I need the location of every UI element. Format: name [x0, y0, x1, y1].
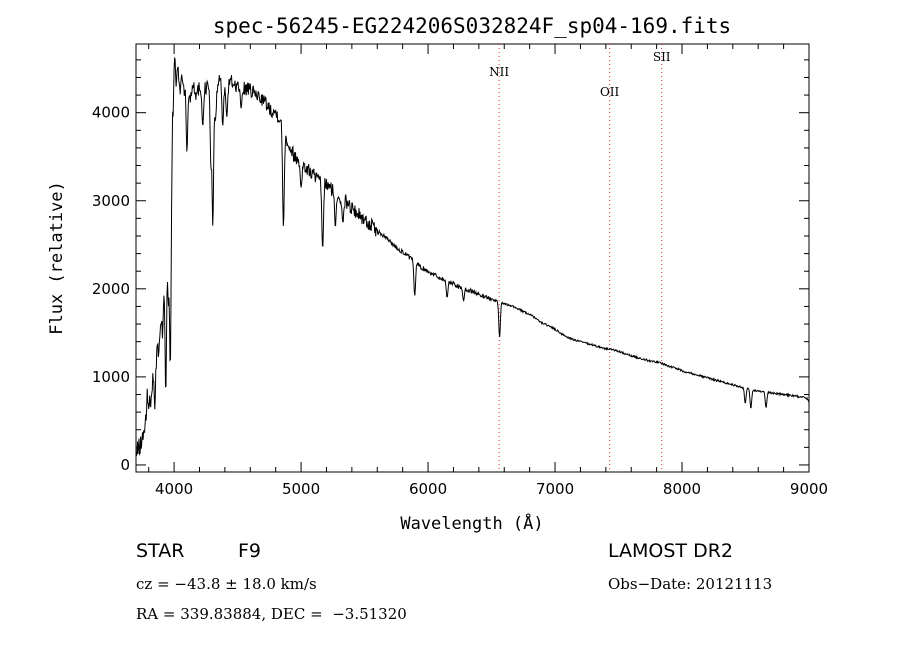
observation-date: Obs−Date: 20121113 [608, 575, 773, 593]
x-tick-label: 6000 [409, 480, 447, 498]
spectral-subclass: F9 [238, 540, 262, 562]
object-class: STAR [136, 540, 185, 562]
survey-name: LAMOST DR2 [608, 540, 733, 562]
y-tick-label: 0 [120, 456, 130, 474]
emission-line-label: OII [600, 85, 620, 99]
axis-ticks: 4000 5000 6000 7000 8000 9000 0 1000 2000 3000 400… [92, 44, 828, 498]
x-tick-label: 4000 [155, 480, 193, 498]
y-tick-label: 1000 [92, 368, 130, 386]
y-tick-label: 4000 [92, 104, 130, 122]
x-tick-label: 9000 [790, 480, 828, 498]
emission-line-label: SII [653, 50, 671, 64]
y-tick-label: 2000 [92, 280, 130, 298]
emission-line-markers: NII OII SII [489, 44, 671, 472]
x-tick-label: 8000 [663, 480, 701, 498]
x-tick-label: 7000 [536, 480, 574, 498]
emission-line-label: NII [489, 65, 509, 79]
plot-frame [135, 43, 810, 473]
redshift-info: cz = −43.8 ± 18.0 km/s [136, 575, 317, 593]
coordinates: RA = 339.83884, DEC = −3.51320 [136, 605, 407, 623]
x-tick-label: 5000 [282, 480, 320, 498]
y-tick-label: 3000 [92, 192, 130, 210]
x-axis-label: Wavelength (Å) [400, 512, 543, 534]
spectrum-line [135, 56, 810, 456]
chart-title: spec-56245-EG224206S032824F_sp04-169.fit… [213, 14, 731, 38]
y-axis-label: Flux (relative) [47, 181, 67, 335]
